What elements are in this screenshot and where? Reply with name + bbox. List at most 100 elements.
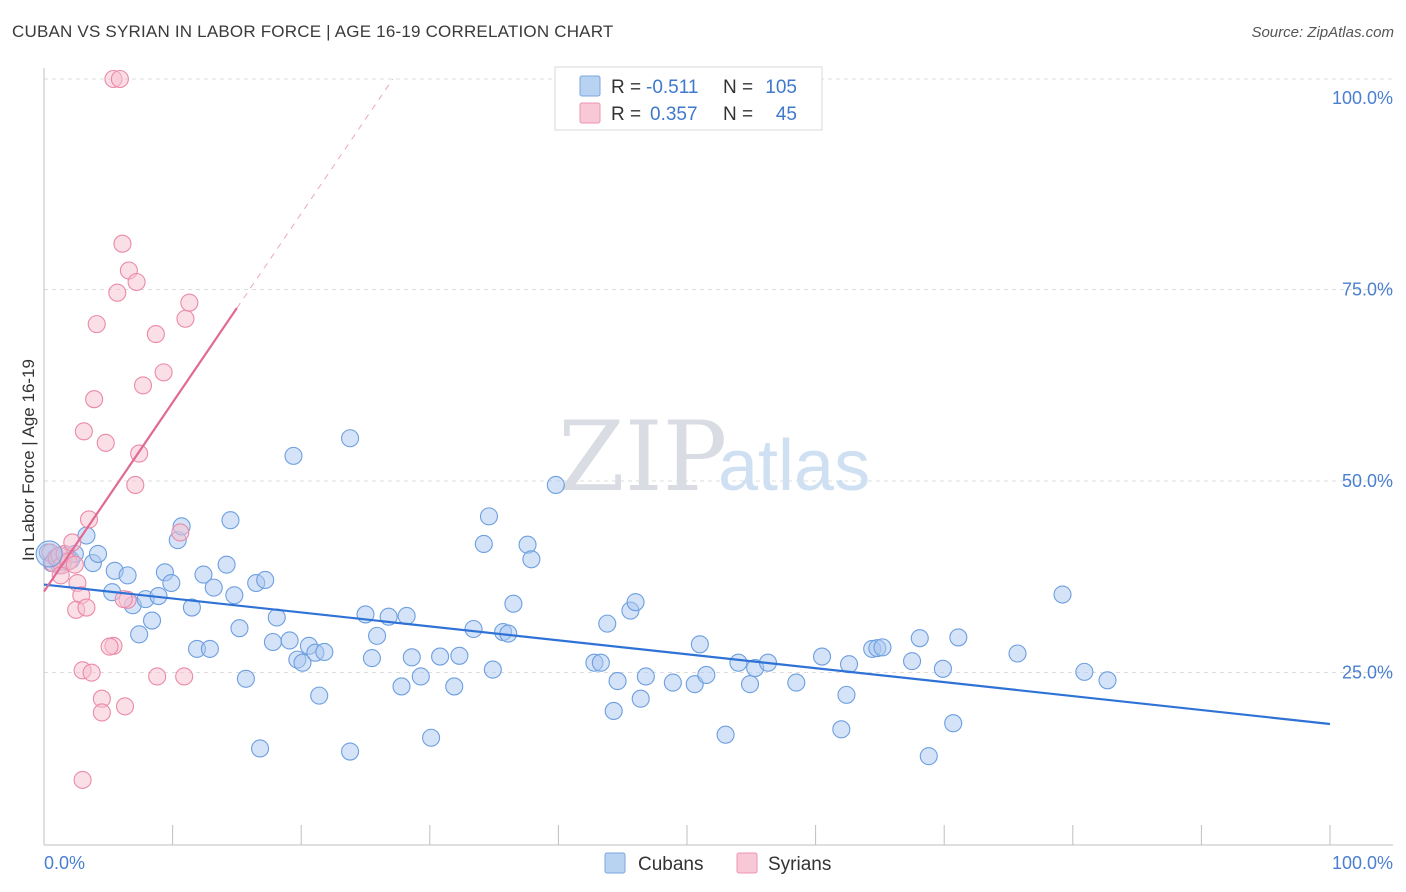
data-point-cubans — [483, 660, 502, 679]
data-point-cubans — [504, 594, 523, 613]
data-point-cubans — [598, 614, 617, 633]
data-point-cubans — [812, 647, 832, 666]
data-point-cubans — [310, 686, 329, 705]
data-point-syrians — [148, 667, 167, 686]
data-point-syrians — [77, 598, 96, 617]
watermark-zip: ZIP — [558, 401, 727, 513]
data-point-cubans — [608, 672, 627, 691]
data-point-cubans — [729, 653, 748, 672]
data-point-cubans — [118, 566, 137, 585]
x-tick-label-min: 0.0% — [44, 853, 85, 873]
data-point-cubans — [88, 544, 108, 563]
correlation-legend: R = -0.511 N = 105 R = 0.357 N = 45 — [554, 66, 823, 131]
source-credit: Source: ZipAtlas.com — [1251, 24, 1394, 41]
data-point-cubans — [902, 652, 922, 671]
data-point-cubans — [263, 632, 282, 652]
data-point-syrians — [114, 590, 133, 609]
data-point-cubans — [919, 747, 938, 766]
legend-swatch-syrians — [579, 102, 601, 124]
data-point-cubans — [341, 742, 360, 761]
legend-r-label-syrians: R = — [611, 104, 641, 125]
data-point-syrians — [154, 363, 173, 382]
legend-r-label-cubans: R = — [611, 77, 641, 98]
data-point-cubans — [142, 611, 162, 630]
data-point-syrians — [74, 422, 93, 441]
watermark-atlas: atlas — [718, 426, 870, 506]
data-point-cubans — [411, 667, 430, 686]
data-point-syrians — [113, 234, 132, 253]
data-point-cubans — [464, 619, 483, 639]
data-point-cubans — [368, 626, 387, 645]
data-point-cubans — [162, 573, 181, 593]
data-point-cubans — [690, 635, 709, 654]
trendline-syrians — [43, 307, 238, 593]
data-point-syrians — [133, 376, 153, 395]
grid-layer — [44, 78, 1393, 673]
legend-r-value-cubans: -0.511 — [646, 77, 698, 98]
data-point-cubans — [130, 625, 149, 644]
data-point-cubans — [450, 646, 469, 665]
data-point-cubans-cluster — [35, 540, 63, 568]
legend-swatch-syrians-bottom — [736, 852, 758, 874]
data-point-syrians — [126, 475, 145, 495]
legend-r-value-syrians: 0.357 — [650, 104, 698, 125]
data-point-cubans — [204, 578, 223, 597]
data-point-cubans — [200, 639, 219, 658]
data-point-cubans — [221, 511, 240, 530]
y-tick-label: 100.0% — [1332, 88, 1393, 108]
data-point-cubans — [546, 475, 565, 495]
data-point-syrians — [110, 69, 129, 89]
data-point-cubans — [837, 685, 856, 704]
data-point-syrians — [82, 663, 101, 682]
data-point-cubans — [832, 720, 851, 739]
data-point-cubans — [362, 649, 381, 668]
data-point-syrians — [73, 770, 92, 789]
axes-layer: 25.0% 50.0% 75.0% 100.0% — [43, 68, 1393, 846]
data-point-cubans — [873, 638, 892, 657]
data-point-cubans — [1075, 662, 1094, 681]
data-point-cubans — [256, 570, 275, 590]
data-point-cubans — [315, 642, 334, 662]
data-point-cubans — [284, 446, 303, 465]
data-point-cubans — [626, 593, 645, 612]
legend-n-label-syrians: N = — [723, 104, 753, 125]
data-point-cubans — [1053, 585, 1072, 604]
data-point-syrians — [171, 523, 190, 542]
data-point-cubans — [474, 534, 493, 554]
data-point-cubans — [949, 628, 968, 647]
data-point-cubans — [663, 673, 682, 692]
data-point-syrians — [79, 510, 99, 529]
data-point-cubans — [217, 555, 236, 574]
points-layer — [35, 69, 1117, 789]
data-point-cubans — [225, 586, 244, 605]
data-point-cubans — [230, 619, 249, 638]
data-point-syrians — [108, 283, 127, 302]
y-tick-label: 25.0% — [1342, 663, 1393, 683]
legend-swatch-cubans-bottom — [604, 852, 626, 874]
y-tick-label: 50.0% — [1342, 471, 1393, 491]
data-point-cubans — [787, 673, 806, 692]
data-point-syrians — [92, 703, 111, 722]
data-point-cubans — [280, 631, 299, 650]
data-point-cubans — [445, 677, 464, 696]
data-point-cubans — [1008, 644, 1027, 663]
trendline-syrians-extension — [236, 78, 394, 309]
data-point-cubans — [697, 665, 716, 684]
data-point-cubans — [631, 689, 650, 708]
data-point-cubans — [740, 675, 760, 694]
data-point-cubans — [293, 653, 312, 672]
data-point-syrians — [65, 555, 84, 574]
data-point-syrians — [175, 667, 194, 686]
data-point-syrians — [87, 315, 106, 334]
data-point-syrians — [176, 309, 195, 328]
data-point-cubans — [522, 550, 541, 569]
y-tick-label: 75.0% — [1342, 280, 1393, 300]
legend-label-syrians: Syrians — [768, 854, 831, 875]
legend-n-value-cubans: 105 — [765, 77, 797, 98]
legend-n-value-syrians: 45 — [776, 104, 797, 125]
data-point-cubans — [267, 608, 286, 627]
data-point-cubans — [1098, 671, 1117, 690]
data-point-cubans — [250, 739, 270, 758]
trend-layer — [43, 78, 1331, 726]
